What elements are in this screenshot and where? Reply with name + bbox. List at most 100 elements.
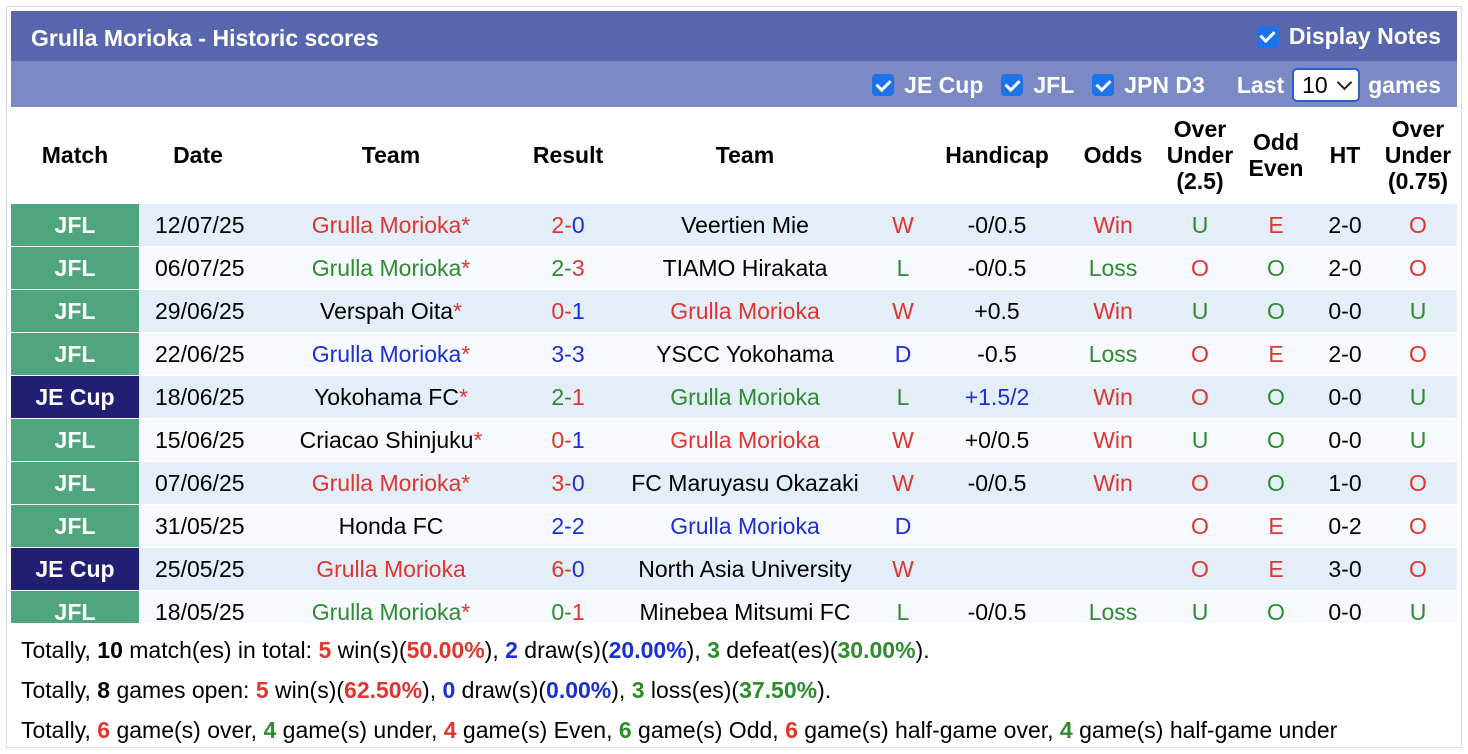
match-result[interactable]: 0-1 [525, 289, 611, 333]
competition-badge[interactable]: JFL [11, 461, 139, 505]
summary-open-games: Totally, 8 games open: 5 win(s)(62.50%),… [21, 677, 832, 703]
away-team[interactable]: Veertien Mie [611, 203, 879, 247]
over-under-ht-value: U [1379, 375, 1457, 419]
match-date: 29/06/25 [139, 289, 257, 333]
away-team[interactable]: North Asia University [611, 547, 879, 591]
jpn-d3-checkbox[interactable] [1092, 74, 1115, 96]
col-ht: HT [1311, 107, 1379, 204]
table-row: JFL 31/05/25 Honda FC 2-2 Grulla Morioka D O E 0… [11, 504, 1457, 548]
match-result[interactable]: 2-1 [525, 375, 611, 419]
table-row: JFL 15/06/25 Criacao Shinjuku* 0-1 Grulla Mo… [11, 418, 1457, 462]
odds-result: Win [1067, 289, 1159, 333]
away-team[interactable]: YSCC Yokohama [611, 332, 879, 376]
home-team[interactable]: Yokohama FC* [257, 375, 525, 419]
odd-even-value: O [1241, 289, 1311, 333]
away-team[interactable]: Grulla Morioka [611, 418, 879, 462]
over-under-value: O [1159, 461, 1241, 505]
table-header: Match Date Team Result Team Handicap Odd… [11, 107, 1457, 204]
summary-matches: Totally, 10 match(es) in total: 5 win(s)… [21, 637, 930, 663]
competition-badge[interactable]: JFL [11, 332, 139, 376]
display-notes-toggle[interactable]: Display Notes [1256, 23, 1441, 50]
match-date: 31/05/25 [139, 504, 257, 548]
table-row: JFL 29/06/25 Verspah Oita* 0-1 Grulla Moriok… [11, 289, 1457, 333]
over-under-value: U [1159, 203, 1241, 247]
filter-jfl[interactable]: JFL [1001, 72, 1074, 99]
home-team[interactable]: Grulla Morioka [257, 547, 525, 591]
wld-badge: W [879, 418, 927, 462]
match-result[interactable]: 2-2 [525, 504, 611, 548]
over-under-ht-value: O [1379, 547, 1457, 591]
home-team[interactable]: Grulla Morioka* [257, 332, 525, 376]
col-handicap: Handicap [927, 107, 1067, 204]
competition-badge[interactable]: JE Cup [11, 547, 139, 591]
col-odds: Odds [1067, 107, 1159, 204]
home-team[interactable]: Grulla Morioka* [257, 246, 525, 290]
match-date: 12/07/25 [139, 203, 257, 247]
over-under-value: O [1159, 547, 1241, 591]
jfl-checkbox[interactable] [1001, 74, 1024, 96]
last-label: Last [1236, 71, 1285, 98]
over-under-ht-value: U [1379, 418, 1457, 462]
filter-je-cup[interactable]: JE Cup [872, 72, 983, 99]
handicap-value: +0/0.5 [927, 418, 1067, 462]
games-count-select[interactable]: 10 [1292, 68, 1361, 102]
match-date: 25/05/25 [139, 547, 257, 591]
handicap-value: -0/0.5 [927, 203, 1067, 247]
odds-result: Loss [1067, 246, 1159, 290]
match-date: 06/07/25 [139, 246, 257, 290]
odds-result: Win [1067, 375, 1159, 419]
over-under-ht-value: O [1379, 504, 1457, 548]
competition-badge[interactable]: JFL [11, 246, 139, 290]
match-result[interactable]: 3-3 [525, 332, 611, 376]
over-under-value: O [1159, 504, 1241, 548]
col-wld [879, 107, 927, 204]
je-cup-checkbox[interactable] [872, 74, 895, 96]
away-team[interactable]: Grulla Morioka [611, 504, 879, 548]
display-notes-checkbox[interactable] [1256, 25, 1279, 48]
half-time-score: 2-0 [1311, 203, 1379, 247]
historic-scores-panel: Grulla Morioka - Historic scores Display… [6, 6, 1462, 748]
handicap-value: +1.5/2 [927, 375, 1067, 419]
competition-badge[interactable]: JFL [11, 504, 139, 548]
odd-even-value: O [1241, 418, 1311, 462]
games-count-value: 10 [1302, 71, 1328, 98]
home-team[interactable]: Criacao Shinjuku* [257, 418, 525, 462]
title-bar: Grulla Morioka - Historic scores Display… [11, 11, 1457, 61]
half-time-score: 2-0 [1311, 332, 1379, 376]
half-time-score: 3-0 [1311, 547, 1379, 591]
home-team[interactable]: Grulla Morioka* [257, 461, 525, 505]
home-team[interactable]: Grulla Morioka* [257, 203, 525, 247]
away-team[interactable]: TIAMO Hirakata [611, 246, 879, 290]
wld-badge: L [879, 246, 927, 290]
col-over-under: Over Under (2.5) [1159, 107, 1241, 204]
col-over-under-ht: Over Under (0.75) [1379, 107, 1457, 204]
competition-badge[interactable]: JE Cup [11, 375, 139, 419]
competition-badge[interactable]: JFL [11, 418, 139, 462]
match-result[interactable]: 0-1 [525, 418, 611, 462]
odd-even-value: E [1241, 547, 1311, 591]
wld-badge: W [879, 547, 927, 591]
half-time-score: 1-0 [1311, 461, 1379, 505]
away-team[interactable]: Grulla Morioka [611, 289, 879, 333]
filter-jpn-d3[interactable]: JPN D3 [1092, 72, 1205, 99]
home-team[interactable]: Verspah Oita* [257, 289, 525, 333]
over-under-ht-value: U [1379, 289, 1457, 333]
home-team[interactable]: Honda FC [257, 504, 525, 548]
table-row: JFL 22/06/25 Grulla Morioka* 3-3 YSCC Yokoha… [11, 332, 1457, 376]
match-result[interactable]: 6-0 [525, 547, 611, 591]
over-under-value: O [1159, 332, 1241, 376]
match-result[interactable]: 2-3 [525, 246, 611, 290]
away-team[interactable]: FC Maruyasu Okazaki [611, 461, 879, 505]
games-label: games [1368, 71, 1441, 98]
over-under-value: O [1159, 246, 1241, 290]
handicap-value: -0/0.5 [927, 246, 1067, 290]
col-result: Result [525, 107, 611, 204]
summary-over-under: Totally, 6 game(s) over, 4 game(s) under… [21, 717, 1338, 743]
away-team[interactable]: Grulla Morioka [611, 375, 879, 419]
filter-label: JFL [1033, 71, 1075, 98]
competition-badge[interactable]: JFL [11, 203, 139, 247]
match-date: 18/06/25 [139, 375, 257, 419]
competition-badge[interactable]: JFL [11, 289, 139, 333]
match-result[interactable]: 2-0 [525, 203, 611, 247]
match-result[interactable]: 3-0 [525, 461, 611, 505]
